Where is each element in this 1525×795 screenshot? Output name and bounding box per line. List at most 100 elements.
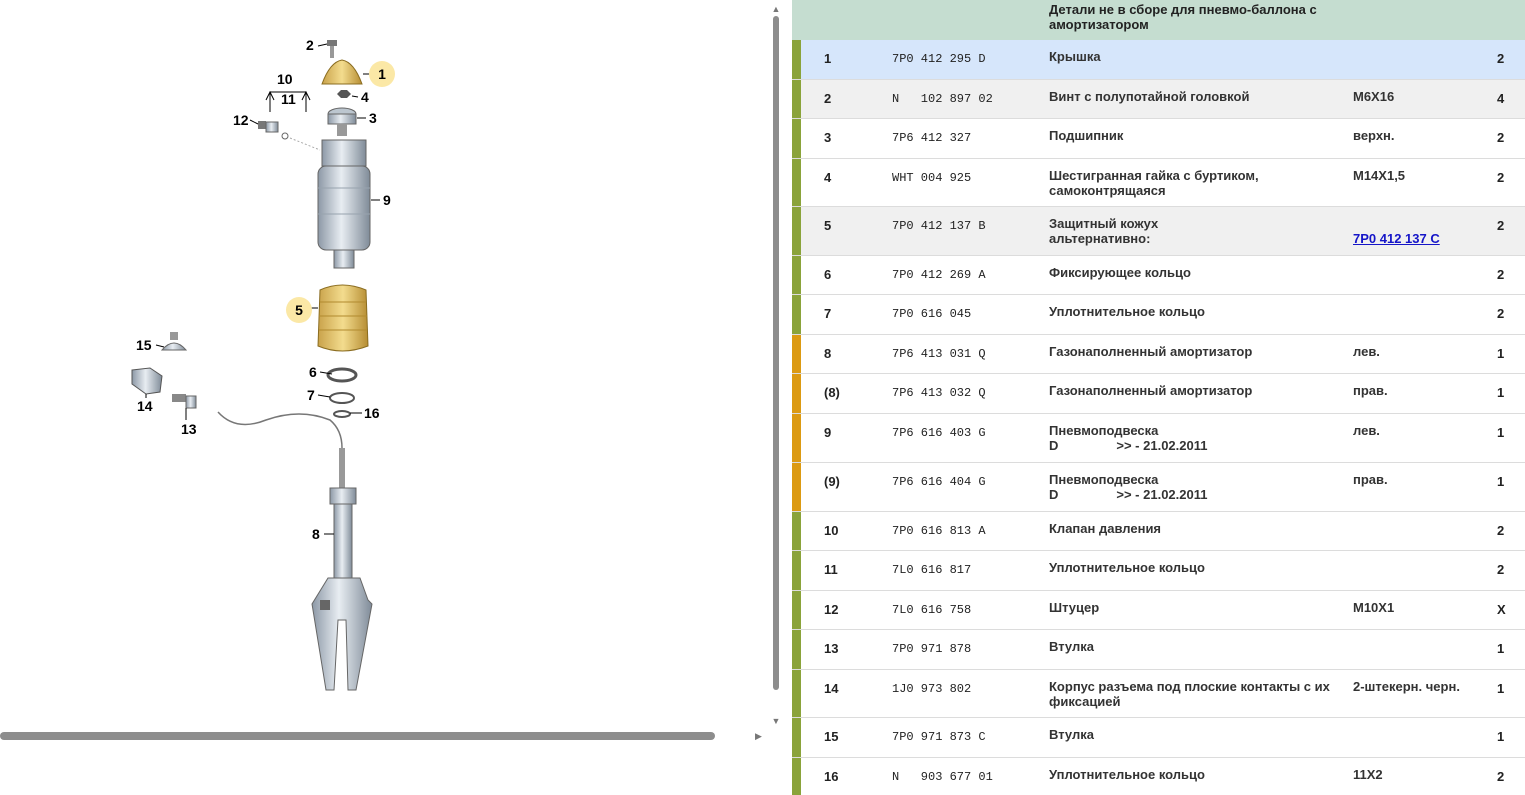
table-row[interactable]: 13 7P0 971 878 Втулка 1	[792, 630, 1525, 670]
table-row[interactable]: 2 N 102 897 02 Винт с полупотайной головко…	[792, 80, 1525, 119]
row-part-name: Фиксирующее кольцо	[1049, 265, 1339, 280]
callout-12[interactable]: 12	[233, 112, 249, 128]
parts-table-header: Детали не в сборе для пневмо-баллона с а…	[792, 0, 1525, 40]
row-position: 9	[824, 425, 832, 440]
table-row[interactable]: 12 7L0 616 758 Штуцер M10X1 X	[792, 591, 1525, 630]
callout-2[interactable]: 2	[306, 37, 314, 53]
table-row[interactable]: 9 7P6 616 403 G Пневмоподвеска D >> - 21.02.…	[792, 414, 1525, 463]
connector-part-14[interactable]	[131, 367, 163, 395]
row-part-name-text: Защитный кожух	[1049, 216, 1159, 231]
callout-11[interactable]: 11	[281, 91, 296, 107]
row-part-name-text: Втулка	[1049, 639, 1094, 654]
row-note: M14X1,5	[1353, 168, 1473, 183]
row-part-name: Пневмоподвеска D >> - 21.02.2011	[1049, 472, 1339, 502]
callout-8[interactable]: 8	[312, 526, 320, 542]
row-part-number: 7P6 616 403 G	[892, 426, 986, 440]
alternative-part-link[interactable]: 7P0 412 137 C	[1353, 231, 1440, 246]
row-position: 6	[824, 267, 832, 282]
seal-ring-part-7[interactable]	[329, 392, 355, 404]
row-part-number: N 102 897 02	[892, 92, 993, 106]
row-position: 5	[824, 218, 832, 233]
row-position: (8)	[824, 385, 840, 400]
boot-part-5[interactable]	[317, 284, 369, 352]
vertical-scrollbar-thumb[interactable]	[773, 16, 779, 690]
air-spring-part-9[interactable]	[317, 139, 371, 269]
row-status-strip	[792, 630, 801, 669]
table-row[interactable]: 8 7P6 413 031 Q Газонаполненный амортизато…	[792, 335, 1525, 374]
callout-7[interactable]: 7	[307, 387, 315, 403]
seal-ring-part-16[interactable]	[333, 410, 351, 418]
table-row[interactable]: (8) 7P6 413 032 Q Газонаполненный амортиза…	[792, 374, 1525, 414]
callout-1[interactable]: 1	[369, 61, 395, 87]
row-note: лев.	[1353, 344, 1473, 359]
bearing-part-3[interactable]	[327, 107, 357, 136]
bush-part-15[interactable]	[160, 332, 188, 351]
nut-part-4[interactable]	[337, 90, 351, 98]
exploded-diagram-pane[interactable]: 2 1 4 3 10 11 12 9 5 15 6 7 16 14 13 8 ▲…	[0, 0, 782, 795]
table-row[interactable]: 11 7L0 616 817 Уплотнительное кольцо 2	[792, 551, 1525, 591]
callout-3[interactable]: 3	[369, 110, 377, 126]
row-part-name-text: Газонаполненный амортизатор	[1049, 344, 1253, 359]
callout-14[interactable]: 14	[137, 398, 153, 414]
table-row[interactable]: 10 7P0 616 813 A Клапан давления 2	[792, 512, 1525, 551]
cap-part-1[interactable]	[321, 59, 363, 85]
row-status-strip	[792, 256, 801, 294]
scroll-right-arrow-icon[interactable]: ▶	[755, 731, 762, 741]
table-row[interactable]: 5 7P0 412 137 B Защитный кожух альтернативн…	[792, 207, 1525, 256]
callout-6[interactable]: 6	[309, 364, 317, 380]
row-part-name: Клапан давления	[1049, 521, 1339, 536]
scroll-up-arrow-icon[interactable]: ▲	[771, 4, 781, 14]
table-row[interactable]: 1 7P0 412 295 D Крышка 2	[792, 40, 1525, 80]
horizontal-scrollbar-thumb[interactable]	[0, 732, 715, 740]
table-row[interactable]: 15 7P0 971 873 C Втулка 1	[792, 718, 1525, 758]
valve-part-10-12[interactable]	[258, 90, 321, 151]
callout-10[interactable]: 10	[277, 71, 293, 87]
row-status-strip	[792, 591, 801, 629]
shock-absorber-part-8[interactable]	[311, 448, 373, 691]
row-position: 11	[824, 562, 838, 577]
row-status-strip	[792, 207, 801, 255]
row-part-name: Втулка	[1049, 727, 1339, 742]
row-note-text: прав.	[1353, 383, 1388, 398]
table-row[interactable]: 3 7P6 412 327 Подшипник верхн. 2	[792, 119, 1525, 159]
row-position: 3	[824, 130, 832, 145]
callout-4[interactable]: 4	[361, 89, 369, 105]
bolt-part-2[interactable]	[327, 40, 337, 58]
scroll-down-arrow-icon[interactable]: ▼	[771, 716, 781, 726]
table-row[interactable]: (9) 7P6 616 404 G Пневмоподвеска D >> - 21.0…	[792, 463, 1525, 512]
row-part-name-text: Уплотнительное кольцо	[1049, 304, 1205, 319]
row-status-strip	[792, 159, 801, 206]
row-part-number: 7P0 412 269 A	[892, 268, 986, 282]
row-model-code: D	[1049, 487, 1059, 502]
row-position: 4	[824, 170, 832, 185]
row-note-text: верхн.	[1353, 128, 1395, 143]
table-row[interactable]: 7 7P0 616 045 Уплотнительное кольцо 2	[792, 295, 1525, 335]
table-row[interactable]: 6 7P0 412 269 A Фиксирующее кольцо 2	[792, 256, 1525, 295]
table-row[interactable]: 4 WHT 004 925 Шестигранная гайка с буртико…	[792, 159, 1525, 207]
row-part-number: 7P6 412 327	[892, 131, 972, 145]
row-part-name-alt: альтернативно:	[1049, 231, 1151, 246]
row-part-name: Втулка	[1049, 639, 1339, 654]
callout-9[interactable]: 9	[383, 192, 391, 208]
callout-5[interactable]: 5	[286, 297, 312, 323]
callout-15[interactable]: 15	[136, 337, 152, 353]
parts-list-panel: Детали не в сборе для пневмо-баллона с а…	[792, 0, 1525, 795]
table-row[interactable]: 14 1J0 973 802 Корпус разъема под плоские …	[792, 670, 1525, 718]
row-status-strip	[792, 670, 801, 717]
row-status-strip	[792, 758, 801, 795]
row-position: 15	[824, 729, 839, 744]
row-part-name-text: Клапан давления	[1049, 521, 1162, 536]
retaining-ring-part-6[interactable]	[326, 367, 358, 383]
row-note: лев.	[1353, 423, 1473, 438]
bush-part-13[interactable]	[172, 394, 197, 409]
row-part-number: 7P6 616 404 G	[892, 475, 986, 489]
row-quantity: 1	[1497, 641, 1505, 656]
row-part-number: N 903 677 01	[892, 770, 993, 784]
row-quantity: 2	[1497, 130, 1505, 145]
row-note-text: 2-штекерн. черн.	[1353, 679, 1460, 694]
callout-16[interactable]: 16	[364, 405, 380, 421]
row-part-number: 7P0 412 295 D	[892, 52, 986, 66]
callout-13[interactable]: 13	[181, 421, 197, 437]
table-row[interactable]: 16 N 903 677 01 Уплотнительное кольцо 11X2 2	[792, 758, 1525, 795]
row-part-name-text: Пневмоподвеска	[1049, 472, 1159, 487]
